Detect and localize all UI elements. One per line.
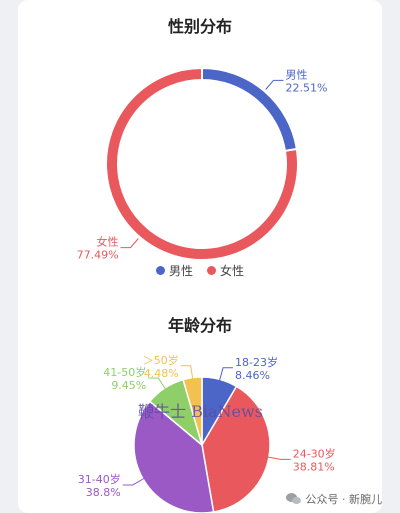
- pie-label-0: 18-23岁: [235, 355, 278, 369]
- pie-label-4: ＞50岁: [143, 353, 179, 367]
- pie-value-label-2: 38.8%: [86, 486, 121, 499]
- pie-value-label-4: 4.48%: [144, 367, 179, 380]
- pie-value-label-3: 9.45%: [111, 379, 146, 392]
- pie-label-2: 31-40岁: [78, 472, 121, 486]
- footer: 公众号 · 新腕儿: [285, 491, 383, 507]
- pie-leader-0: [218, 367, 234, 384]
- legend-item-0: 男性: [155, 262, 193, 279]
- gender-chart-title: 性别分布: [167, 17, 232, 36]
- watermark: 鞭牛士 BiaNews: [138, 402, 263, 421]
- donut-leader-1: [120, 238, 139, 249]
- legend-dot-0: [155, 266, 165, 275]
- wechat-icon: [285, 493, 302, 505]
- legend-label-0: 男性: [168, 264, 193, 278]
- footer-text: 公众号 · 新腕儿: [305, 493, 383, 506]
- pie-value-label-1: 38.81%: [293, 460, 335, 473]
- pie-leader-1: [264, 455, 291, 460]
- legend-item-1: 女性: [207, 262, 244, 279]
- pie-value-label-0: 8.46%: [235, 369, 270, 382]
- pie-leader-4: [180, 365, 194, 382]
- donut-value-label-1: 77.49%: [77, 249, 119, 262]
- legend-dot-1: [207, 266, 216, 275]
- donut-label-0: 男性: [285, 67, 307, 81]
- legend-label-1: 女性: [220, 264, 245, 278]
- donut-leader-0: [265, 79, 284, 90]
- pie-label-3: 41-50岁: [103, 365, 146, 379]
- gender-legend: 男性 女性: [0, 262, 400, 279]
- donut-value-label-0: 22.51%: [285, 81, 327, 94]
- donut-slice-1: [105, 66, 299, 261]
- age-chart-title: 年龄分布: [167, 316, 232, 335]
- pie-leader-3: [148, 377, 168, 392]
- pie-leader-2: [122, 476, 147, 486]
- donut-label-1: 女性: [97, 235, 119, 249]
- pie-label-1: 24-30岁: [293, 446, 336, 460]
